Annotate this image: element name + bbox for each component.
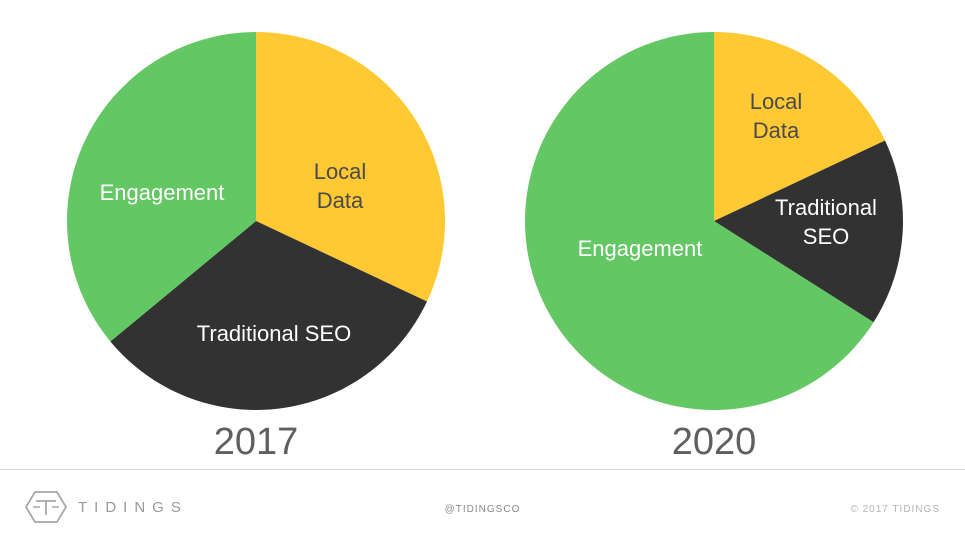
pie-charts: Local Data Traditional SEO Engagement 2017 Lo… xyxy=(66,32,903,463)
slice-label-2017-traditional-seo: Traditional SEO xyxy=(197,321,351,346)
footer-copyright: © 2017 TIDINGS xyxy=(850,504,940,515)
chart-title-2020: 2020 xyxy=(672,421,757,463)
pie-slice-2020-local-data xyxy=(714,32,886,221)
pie-slice-2017-traditional-seo xyxy=(110,221,428,410)
tidings-logo: TIDINGS xyxy=(24,490,188,524)
footer-handle: @TIDINGSCO xyxy=(444,504,521,515)
slice-label-2020-engagement: Engagement xyxy=(578,236,703,261)
logo-wordmark: TIDINGS xyxy=(78,498,188,516)
slice-label-2020-traditional-seo: Traditional SEO xyxy=(775,195,877,249)
slice-label-2020-local-data: Local Data xyxy=(750,89,803,143)
pie-slice-2017-engagement xyxy=(66,32,256,342)
slice-label-2017-local-data: Local Data xyxy=(314,159,367,213)
chart-title-2017: 2017 xyxy=(214,421,299,463)
pie-slice-2020-engagement xyxy=(525,32,874,411)
pie-slice-2020-traditional-seo xyxy=(714,140,903,323)
footer-divider xyxy=(0,469,965,470)
slice-label-2017-engagement: Engagement xyxy=(100,180,225,205)
pie-slice-2017-local-data xyxy=(256,32,445,302)
tidings-hexagon-icon xyxy=(24,491,68,523)
